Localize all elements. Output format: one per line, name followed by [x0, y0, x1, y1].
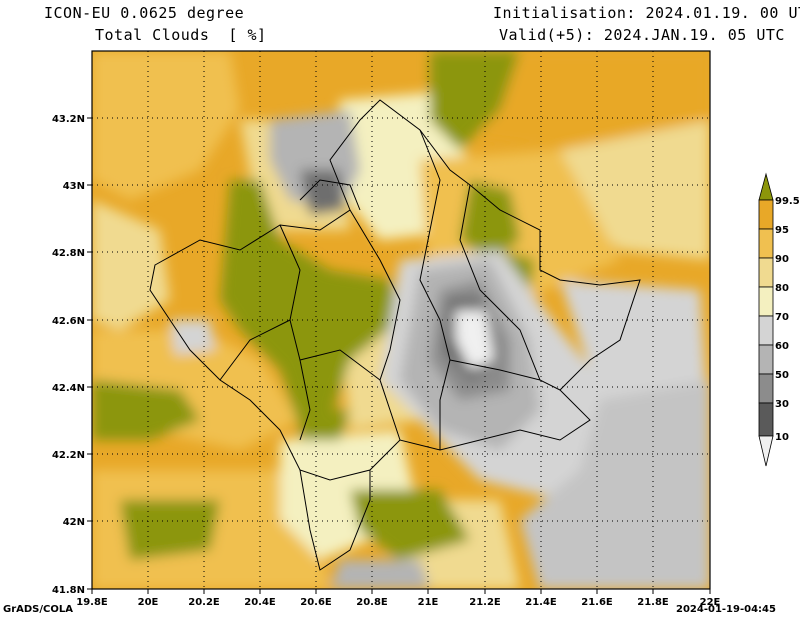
- legend-swatch: [758, 373, 774, 404]
- x-tick-label: 20.4E: [244, 597, 276, 608]
- legend-label: 50: [775, 370, 789, 381]
- x-tick-label: 21.8E: [637, 597, 669, 608]
- legend-label: 10: [775, 432, 789, 443]
- init-time: Initialisation: 2024.01.19. 00 UTC: [493, 4, 800, 22]
- x-tick-label: 21E: [418, 597, 439, 608]
- legend-label: 30: [775, 399, 789, 410]
- x-tick-label: 22E: [700, 597, 721, 608]
- legend-swatch: [758, 315, 774, 346]
- legend-label: 99.5: [775, 196, 800, 207]
- legend-label: 95: [775, 225, 789, 236]
- x-tick-label: 20.2E: [188, 597, 220, 608]
- y-tick-label: 42.4N: [52, 383, 85, 394]
- x-tick-label: 20E: [138, 597, 159, 608]
- valid-time: Valid(+5): 2024.JAN.19. 05 UTC: [499, 26, 785, 44]
- legend-swatch: [758, 344, 774, 375]
- legend-swatch: [758, 228, 774, 259]
- legend-label: 70: [775, 312, 789, 323]
- graticule: [92, 51, 710, 589]
- y-tick-label: 42.2N: [52, 450, 85, 461]
- color-legend: [758, 172, 774, 467]
- y-tick-label: 42N: [63, 517, 85, 528]
- render-timestamp: 2024-01-19-04:45: [676, 604, 776, 615]
- x-tick-label: 19.8E: [76, 597, 108, 608]
- variable-title: Total Clouds [ %]: [95, 26, 267, 44]
- x-tick-label: 21.2E: [469, 597, 501, 608]
- x-tick-label: 21.6E: [581, 597, 613, 608]
- legend-label: 90: [775, 254, 789, 265]
- legend-swatch: [758, 199, 774, 230]
- legend-swatch: [758, 402, 774, 437]
- y-tick-label: 42.8N: [52, 248, 85, 259]
- legend-swatch: [758, 286, 774, 317]
- model-title: ICON-EU 0.0625 degree: [44, 4, 245, 22]
- y-tick-label: 43.2N: [52, 114, 85, 125]
- x-tick-label: 20.6E: [300, 597, 332, 608]
- legend-arrow-bottom: [758, 435, 774, 467]
- legend-swatch: [758, 257, 774, 288]
- tick-marks: [87, 117, 711, 594]
- legend-arrow-top: [758, 172, 774, 201]
- y-tick-label: 41.8N: [52, 585, 85, 596]
- legend-label: 80: [775, 283, 789, 294]
- software-credit: GrADS/COLA: [3, 604, 73, 615]
- x-tick-label: 21.4E: [525, 597, 557, 608]
- borders: [149, 99, 641, 571]
- legend-label: 60: [775, 341, 789, 352]
- x-tick-label: 20.8E: [356, 597, 388, 608]
- y-tick-label: 42.6N: [52, 316, 85, 327]
- y-tick-label: 43N: [63, 181, 85, 192]
